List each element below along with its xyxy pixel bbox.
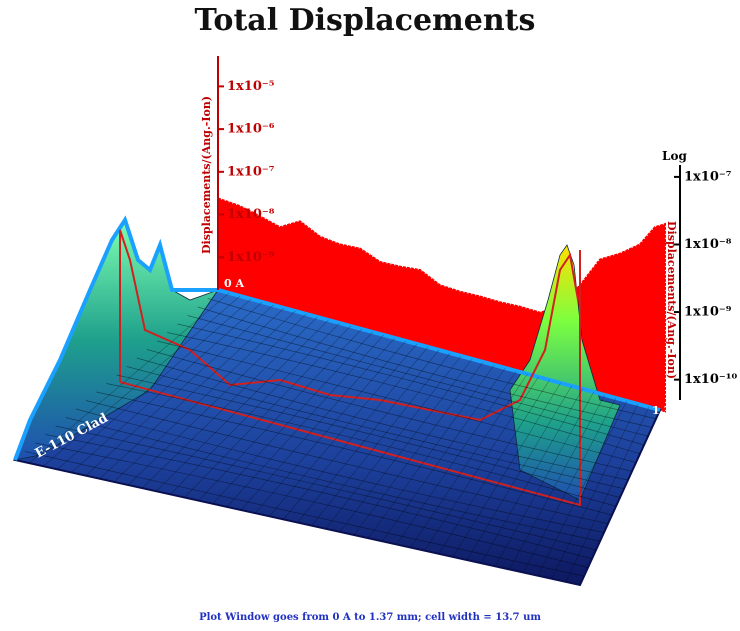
x-end-label: 1.37	[652, 404, 679, 417]
mesh-line	[382, 367, 506, 542]
mesh-line	[410, 373, 528, 548]
chart-title: Total Displacements	[195, 3, 536, 38]
mesh-line	[85, 400, 609, 525]
mesh-line	[565, 406, 650, 583]
mesh-line	[25, 451, 585, 577]
mesh-line	[269, 343, 418, 517]
mesh-line	[240, 337, 396, 511]
mesh-line	[156, 319, 329, 492]
mesh-line	[136, 357, 629, 481]
mesh-line	[226, 334, 384, 508]
y2-tick-label: 1x10⁻¹⁰	[684, 372, 737, 387]
profile-line	[119, 229, 579, 422]
mesh-line	[71, 301, 263, 473]
mesh-line	[55, 425, 597, 551]
mesh-line	[207, 298, 657, 420]
mesh-line	[75, 408, 605, 533]
surface-peak	[509, 244, 621, 501]
y2-scale-label: Log	[662, 149, 687, 163]
mesh-line	[452, 382, 561, 558]
mesh-line	[537, 400, 628, 576]
mesh-line	[438, 379, 550, 554]
mesh-line	[339, 358, 473, 533]
y-tick-label: 1x10⁻⁹	[227, 250, 275, 265]
mesh-line	[45, 434, 593, 560]
mesh-line	[99, 307, 285, 479]
mesh-line	[85, 304, 274, 476]
mesh-line	[146, 349, 633, 472]
mesh-line	[28, 292, 230, 464]
mesh-line	[127, 313, 307, 486]
mesh-line	[113, 310, 296, 483]
profile-frame	[119, 250, 581, 507]
y-tick-label: 1x10⁻⁶	[227, 122, 275, 137]
mesh-line	[367, 364, 495, 539]
mesh-line	[480, 388, 583, 564]
mesh-line	[177, 323, 645, 446]
mesh-line	[187, 315, 649, 437]
mesh-line	[106, 383, 617, 507]
mesh-line	[551, 403, 639, 579]
surface	[12, 215, 662, 587]
mesh-line	[254, 340, 407, 514]
y2-tick-label: 1x10⁻⁷	[684, 169, 732, 184]
mesh-line	[311, 352, 451, 526]
mesh-line	[170, 322, 340, 495]
mesh-line	[424, 376, 539, 551]
y-tick-label: 1x10⁻⁵	[227, 79, 275, 94]
mesh-line	[325, 355, 462, 529]
mesh-line	[141, 316, 318, 489]
y2-tick-label: 1x10⁻⁹	[684, 305, 732, 320]
mesh-line	[523, 397, 617, 573]
mesh-line	[212, 331, 373, 504]
surface-edge	[13, 215, 661, 461]
mesh-line	[57, 298, 252, 470]
y-tick-label: 1x10⁻⁷	[227, 164, 275, 179]
y-axis-title: Displacements/(Ang.-Ion)	[200, 96, 213, 254]
mesh-line	[65, 417, 601, 542]
mesh-line	[167, 332, 641, 455]
mesh-line	[509, 394, 606, 570]
mesh-line	[96, 391, 613, 516]
mesh-line	[184, 325, 351, 498]
mesh-line	[43, 295, 241, 467]
mesh-line	[198, 328, 362, 501]
mesh-line	[283, 346, 429, 520]
y2-axis-title: Displacements/(Ang.-Ion)	[665, 221, 678, 379]
y-tick-label: 1x10⁻⁸	[227, 207, 275, 222]
mesh-line	[297, 349, 440, 523]
y2-tick-label: 1x10⁻⁸	[684, 237, 732, 252]
mesh-line	[116, 374, 621, 498]
mesh-line	[353, 361, 484, 536]
mesh-line	[197, 306, 653, 428]
mesh-line	[396, 370, 517, 545]
footnote: Plot Window goes from 0 A to 1.37 mm; ce…	[199, 612, 541, 623]
mesh-line	[126, 366, 625, 490]
mesh-line	[157, 340, 637, 463]
mesh-line	[494, 391, 594, 567]
x-start-label: 0 A	[224, 277, 244, 290]
mesh-line	[466, 385, 572, 561]
mesh-line	[35, 442, 589, 568]
